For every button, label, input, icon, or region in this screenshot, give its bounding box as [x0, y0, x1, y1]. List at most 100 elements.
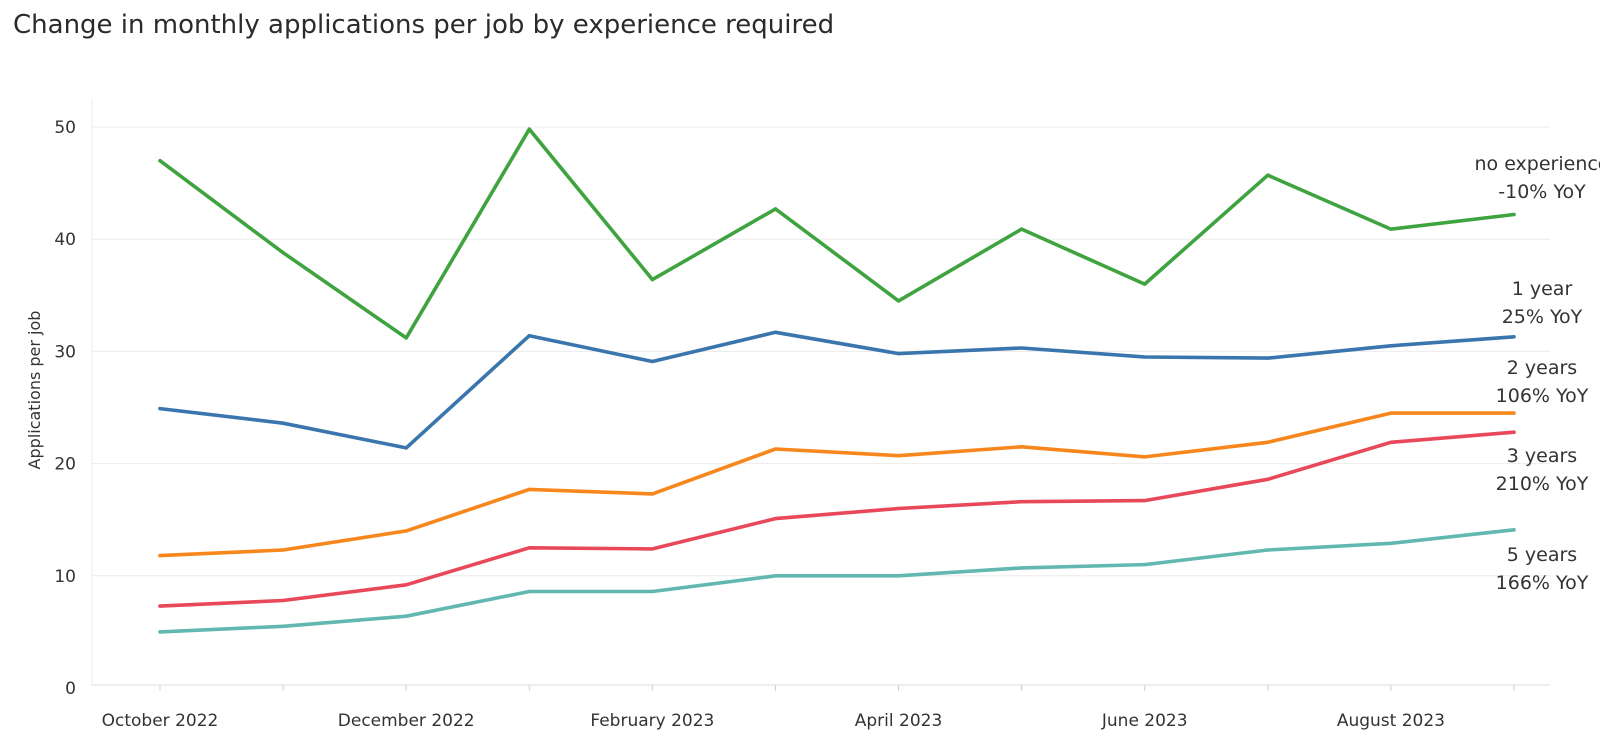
- data-point: [1512, 335, 1516, 339]
- y-tick-label: 50: [54, 118, 76, 138]
- series-label-4: 5 years 166% YoY: [1496, 544, 1589, 594]
- data-point: [158, 407, 162, 411]
- x-tick-label: June 2023: [1101, 711, 1188, 731]
- x-tick-label: October 2022: [102, 711, 219, 731]
- series-line: [158, 430, 1516, 608]
- data-point: [773, 330, 778, 334]
- data-point: [1266, 548, 1270, 552]
- series-line: [158, 411, 1516, 558]
- series-label-0: no experience -10% YoY: [1474, 153, 1600, 203]
- data-point: [158, 554, 162, 558]
- data-point: [650, 359, 654, 364]
- data-point: [1512, 430, 1516, 434]
- y-tick-label: 0: [65, 679, 76, 699]
- series-yoy-label: 25% YoY: [1502, 306, 1583, 328]
- x-tick-label: August 2023: [1337, 711, 1445, 731]
- series-3-years: [158, 430, 1516, 608]
- x-axis-ticks: October 2022 December 2022 February 2023 Ap…: [102, 685, 1515, 731]
- chart-title: Change in monthly applications per job b…: [13, 10, 835, 40]
- data-point: [1512, 411, 1516, 415]
- data-point: [404, 446, 408, 450]
- y-tick-label: 30: [54, 342, 76, 362]
- data-point: [773, 207, 778, 211]
- data-point: [158, 159, 162, 163]
- series-line: [158, 127, 1516, 340]
- data-point: [1143, 282, 1147, 286]
- data-point: [1266, 173, 1270, 177]
- data-point: [1020, 445, 1024, 449]
- data-point: [1389, 411, 1393, 415]
- x-tick-label: April 2023: [855, 711, 943, 731]
- data-point: [1020, 227, 1024, 231]
- x-tick-label: February 2023: [590, 711, 714, 731]
- series-5-years: [158, 527, 1516, 634]
- data-point: [1020, 566, 1024, 570]
- data-point: [281, 548, 285, 552]
- series-lines: [158, 127, 1516, 634]
- y-tick-label: 10: [54, 567, 76, 587]
- data-point: [1266, 477, 1270, 481]
- series-2-years: [158, 411, 1516, 558]
- data-point: [896, 454, 901, 458]
- series-name-label: 3 years: [1507, 445, 1577, 467]
- data-point: [650, 589, 654, 594]
- series-yoy-label: 166% YoY: [1496, 572, 1589, 594]
- data-point: [404, 336, 408, 340]
- series-labels: no experience -10% YoY 1 year 25% YoY 2 year…: [1474, 153, 1600, 594]
- data-point: [1020, 346, 1024, 350]
- data-point: [896, 299, 901, 303]
- data-point: [896, 574, 901, 578]
- y-tick-label: 40: [54, 230, 76, 250]
- data-point: [1266, 356, 1270, 360]
- data-point: [281, 421, 285, 425]
- series-name-label: 2 years: [1507, 357, 1577, 379]
- y-axis-title: Applications per job: [25, 311, 44, 470]
- data-point: [158, 630, 162, 634]
- series-name-label: 5 years: [1507, 544, 1577, 566]
- data-point: [404, 583, 408, 587]
- series-yoy-label: 106% YoY: [1496, 385, 1589, 407]
- series-label-2: 2 years 106% YoY: [1496, 357, 1589, 407]
- data-point: [1389, 440, 1393, 444]
- data-point: [1389, 344, 1393, 348]
- gridlines: [91, 98, 1550, 685]
- series-1-year: [158, 330, 1516, 450]
- data-point: [404, 614, 408, 618]
- data-point: [650, 547, 654, 551]
- data-point: [1143, 562, 1147, 567]
- y-tick-label: 20: [54, 455, 76, 475]
- series-yoy-label: -10% YoY: [1498, 181, 1586, 203]
- series-label-3: 3 years 210% YoY: [1496, 445, 1589, 495]
- data-point: [773, 574, 778, 578]
- y-axis-ticks: 0 10 20 30 40 50: [54, 118, 76, 699]
- data-point: [1512, 528, 1516, 532]
- data-point: [650, 492, 654, 496]
- series-name-label: 1 year: [1512, 278, 1573, 300]
- data-point: [281, 251, 285, 255]
- data-point: [773, 447, 778, 451]
- data-point: [527, 546, 531, 550]
- series-label-1: 1 year 25% YoY: [1502, 278, 1583, 328]
- data-point: [1143, 455, 1147, 459]
- data-point: [773, 516, 778, 521]
- data-point: [1512, 212, 1516, 217]
- data-point: [527, 127, 531, 131]
- series-name-label: no experience: [1474, 153, 1600, 175]
- data-point: [527, 487, 531, 492]
- data-point: [1020, 500, 1024, 504]
- data-point: [281, 624, 285, 628]
- data-point: [1389, 541, 1393, 545]
- x-tick-label: December 2022: [338, 711, 475, 731]
- data-point: [527, 589, 531, 594]
- series-yoy-label: 210% YoY: [1496, 473, 1589, 495]
- data-point: [158, 604, 162, 608]
- series-line: [158, 527, 1516, 634]
- data-point: [404, 529, 408, 533]
- data-point: [1266, 440, 1270, 444]
- data-point: [896, 506, 901, 511]
- data-point: [650, 277, 654, 282]
- data-point: [1389, 227, 1393, 231]
- series-no-experience: [158, 127, 1516, 340]
- series-line: [158, 330, 1516, 450]
